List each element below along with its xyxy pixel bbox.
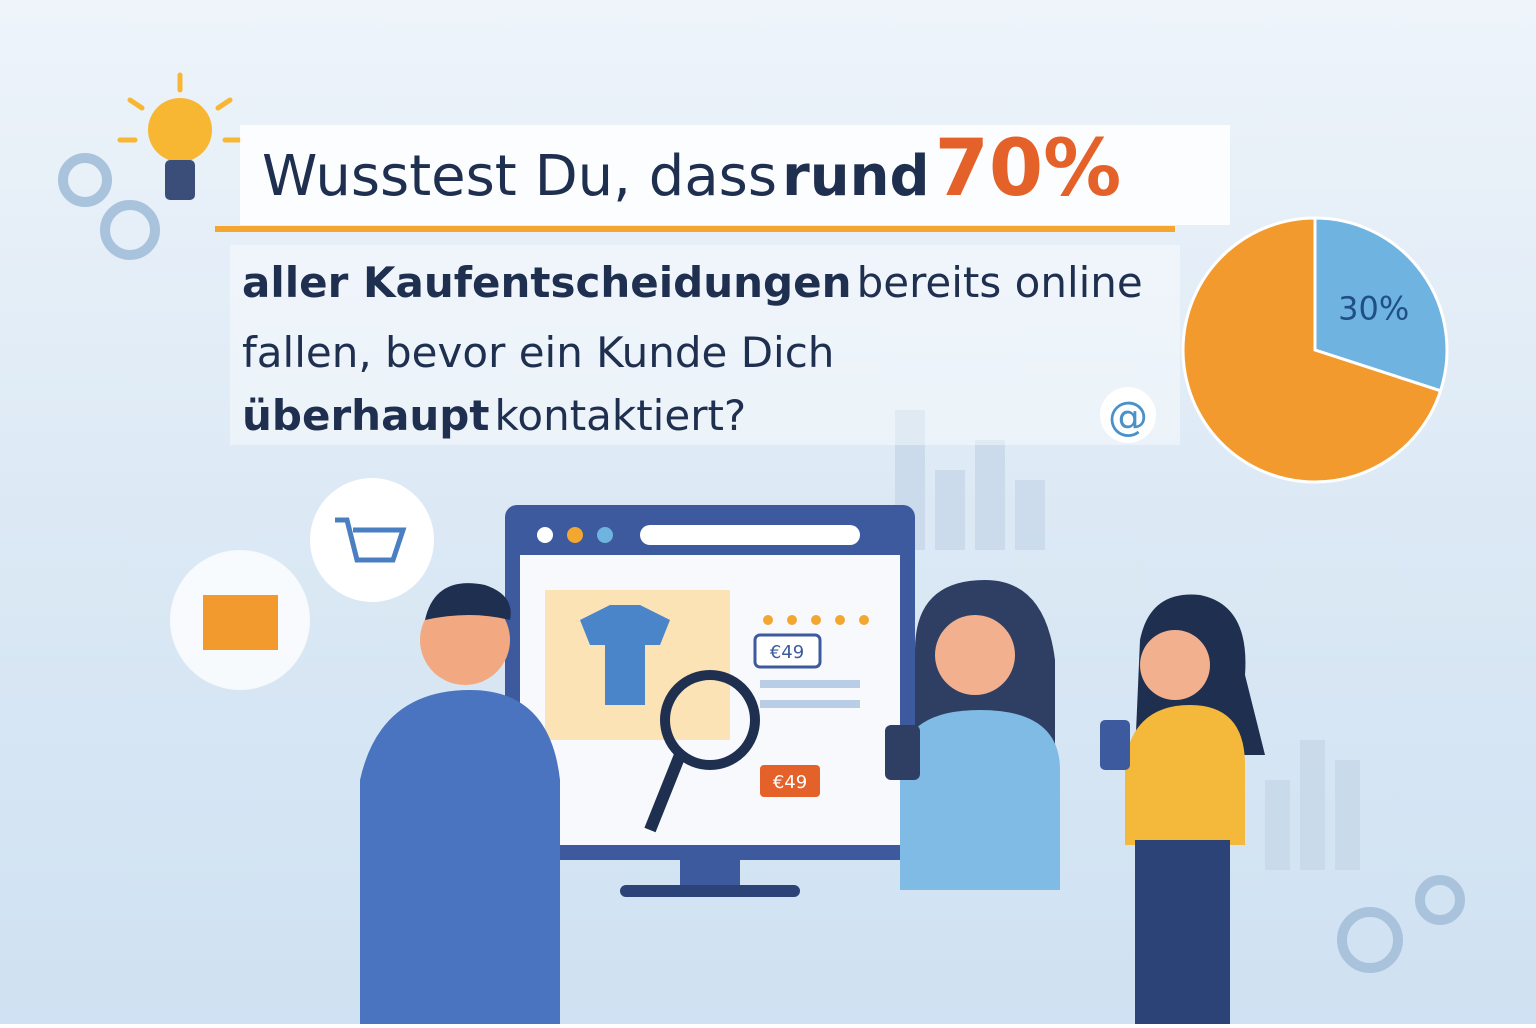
body-line: fallen, bevor ein Kunde Dich: [242, 328, 834, 377]
bar-decor: [895, 410, 1360, 870]
monitor: €49 €49: [505, 505, 915, 897]
cart-icon: [335, 517, 407, 563]
at-icon: [1100, 387, 1156, 443]
light-bulb: [117, 72, 243, 200]
headline: Wusstest Du, dass rund 70%: [262, 124, 1121, 214]
man-with-magnifier: [360, 583, 760, 1024]
pie-label: 30%: [1338, 289, 1409, 327]
body-bold: überhaupt: [242, 391, 489, 440]
cart-bubble: [310, 478, 434, 602]
body-band: [230, 245, 1180, 445]
headline-bold: rund: [782, 144, 929, 209]
pie-slice: [1181, 216, 1443, 484]
body-text: bereits online: [857, 258, 1143, 307]
headline-band: [240, 125, 1230, 225]
headline-highlight: 70%: [935, 124, 1122, 214]
body-text: kontaktiert?: [495, 391, 747, 440]
woman-with-phone: [885, 580, 1060, 890]
at-icon-text: @: [1108, 394, 1148, 440]
body-line: aller Kaufentscheidungen bereits online: [242, 258, 1143, 307]
body-line: überhaupt kontaktiert?: [242, 391, 746, 440]
pie-slice: [1313, 216, 1449, 393]
mail-icon: [203, 595, 278, 650]
body-bold: aller Kaufentscheidungen: [242, 258, 851, 307]
headline-underline: [215, 226, 1175, 232]
price-tag: €49: [770, 642, 804, 663]
gear-icons: [58, 153, 1465, 973]
headline-lead: Wusstest Du, dass: [262, 144, 777, 209]
pie-chart: 30%: [1181, 216, 1449, 484]
woman-with-phone: [1100, 594, 1265, 1024]
price-tag: €49: [773, 772, 807, 793]
